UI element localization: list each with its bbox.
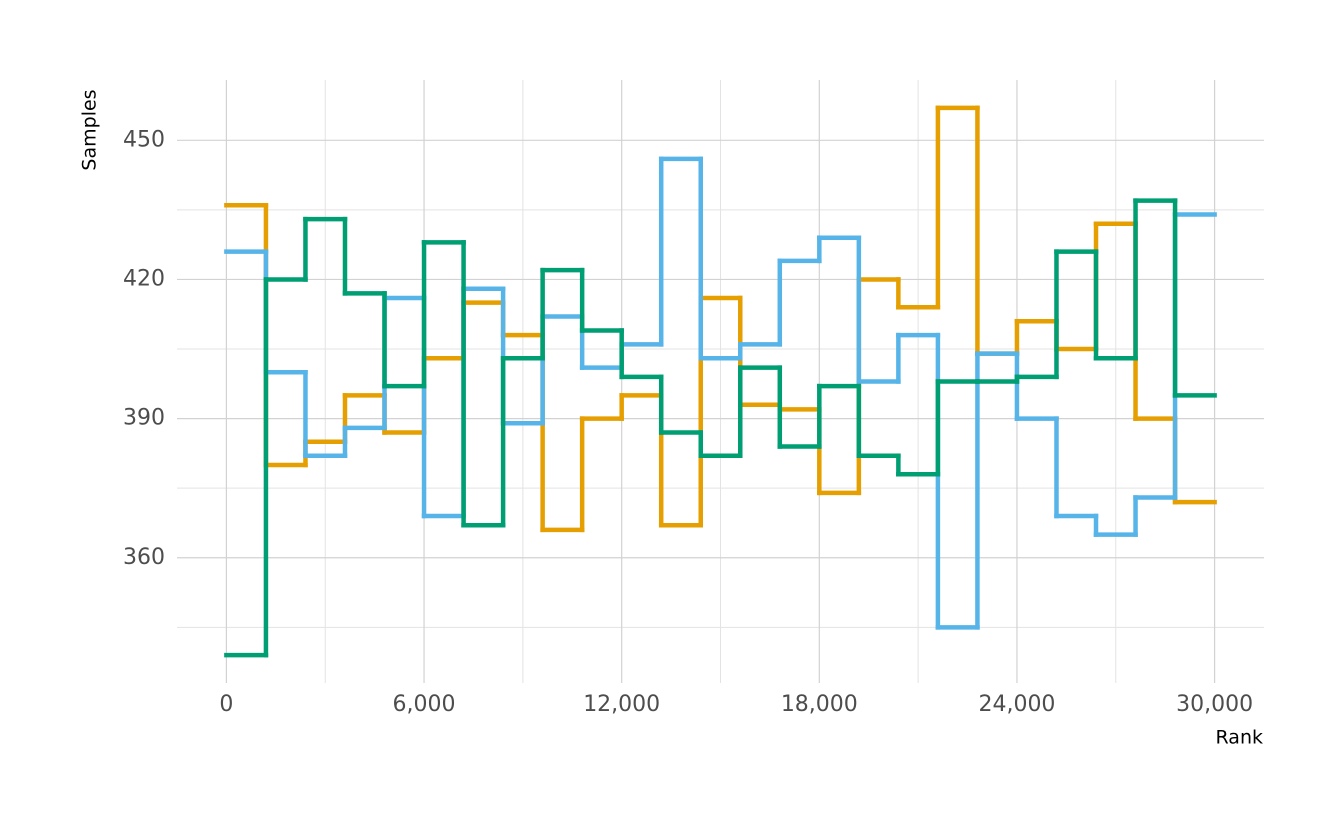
x-tick-label: 18,000 xyxy=(781,692,858,717)
x-tick-label: 30,000 xyxy=(1176,692,1253,717)
y-axis-title: Samples xyxy=(79,89,101,170)
y-tick-label: 450 xyxy=(123,127,165,152)
x-tick-label: 0 xyxy=(219,692,233,717)
x-tick-label: 24,000 xyxy=(978,692,1055,717)
y-tick-label: 420 xyxy=(123,266,165,291)
x-tick-label: 6,000 xyxy=(393,692,456,717)
x-axis-title: Rank xyxy=(1216,727,1263,749)
x-tick-label: 12,000 xyxy=(583,692,660,717)
y-tick-label: 360 xyxy=(123,545,165,570)
y-tick-label: 390 xyxy=(123,406,165,431)
